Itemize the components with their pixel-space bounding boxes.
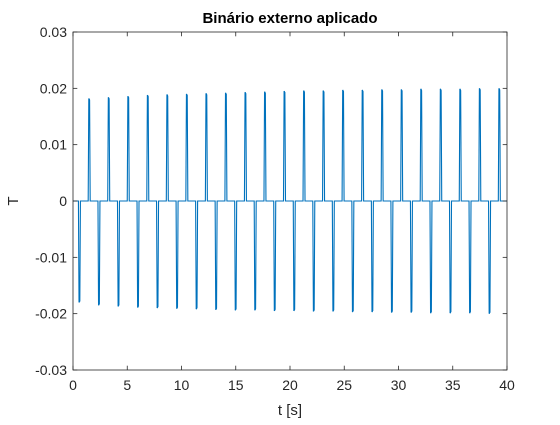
data-point-spike <box>400 89 403 92</box>
data-point-spike <box>205 93 208 96</box>
data-point-spike <box>293 308 296 312</box>
data-point-spike <box>176 306 178 309</box>
series-layer <box>73 88 507 314</box>
data-point-spike <box>127 95 130 99</box>
data-point-spike <box>469 311 471 314</box>
data-point-spike <box>195 307 198 310</box>
y-tick-label: -0.01 <box>35 249 67 265</box>
chart-title: Binário externo aplicado <box>202 10 377 27</box>
data-point-spike <box>361 89 364 92</box>
y-tick-label: 0.01 <box>40 137 67 153</box>
x-tick-label: 35 <box>445 377 461 393</box>
data-point-spike <box>117 304 120 307</box>
data-point-spike <box>185 93 188 96</box>
data-point-spike <box>146 94 149 97</box>
data-point-spike <box>332 309 335 312</box>
data-point-spike <box>264 91 266 94</box>
data-point-spike <box>107 97 110 100</box>
data-point-spike <box>88 98 91 101</box>
data-point-spike <box>273 308 276 312</box>
x-tick-label: 30 <box>391 377 407 393</box>
data-point-spike <box>283 90 286 94</box>
data-point-spike <box>312 309 315 312</box>
x-tick-label: 5 <box>123 377 131 393</box>
data-point-spike <box>342 89 344 92</box>
data-point-spike <box>322 90 325 93</box>
y-tick-label: 0 <box>59 193 67 209</box>
data-point-spike <box>478 88 481 91</box>
data-point-spike <box>430 311 432 314</box>
series-line <box>73 88 507 314</box>
x-tick-label: 0 <box>69 377 77 393</box>
data-point-spike <box>439 88 442 91</box>
data-point-spike <box>234 308 237 311</box>
data-point-spike <box>166 94 169 97</box>
x-tick-label: 15 <box>228 377 244 393</box>
data-point-spike <box>381 89 384 92</box>
data-point-spike <box>156 306 159 309</box>
y-tick-label: 0.02 <box>40 80 67 96</box>
data-point-spike <box>498 88 501 91</box>
data-point-spike <box>410 310 413 313</box>
data-point-spike <box>351 310 354 313</box>
x-tick-label: 20 <box>282 377 298 393</box>
data-point-spike <box>449 311 452 314</box>
data-point-spike <box>488 311 491 314</box>
y-tick-label: -0.02 <box>35 306 67 322</box>
data-point-spike <box>420 88 423 91</box>
data-point-spike <box>137 305 139 308</box>
tick-layer: 0 5 10 15 20 25 30 35 40 -0.03 -0.02 -0.01 0 0.01 0.02… <box>35 24 515 393</box>
data-point-spike <box>98 303 100 306</box>
y-tick-label: 0.03 <box>40 24 67 40</box>
data-point-spike <box>391 310 393 313</box>
y-axis-label: T <box>5 196 22 205</box>
x-tick-label: 25 <box>336 377 352 393</box>
data-point-spike <box>215 307 218 310</box>
data-point-spike <box>254 308 257 311</box>
y-tick-label: -0.03 <box>35 362 67 378</box>
data-point-spike <box>225 92 227 95</box>
x-tick-label: 40 <box>499 377 515 393</box>
data-point-spike <box>459 88 462 91</box>
x-axis-label: t [s] <box>278 402 302 419</box>
x-tick-label: 10 <box>174 377 190 393</box>
data-point-spike <box>78 300 81 303</box>
data-point-spike <box>303 90 305 93</box>
data-point-spike <box>244 92 247 95</box>
data-point-spike <box>371 310 374 313</box>
